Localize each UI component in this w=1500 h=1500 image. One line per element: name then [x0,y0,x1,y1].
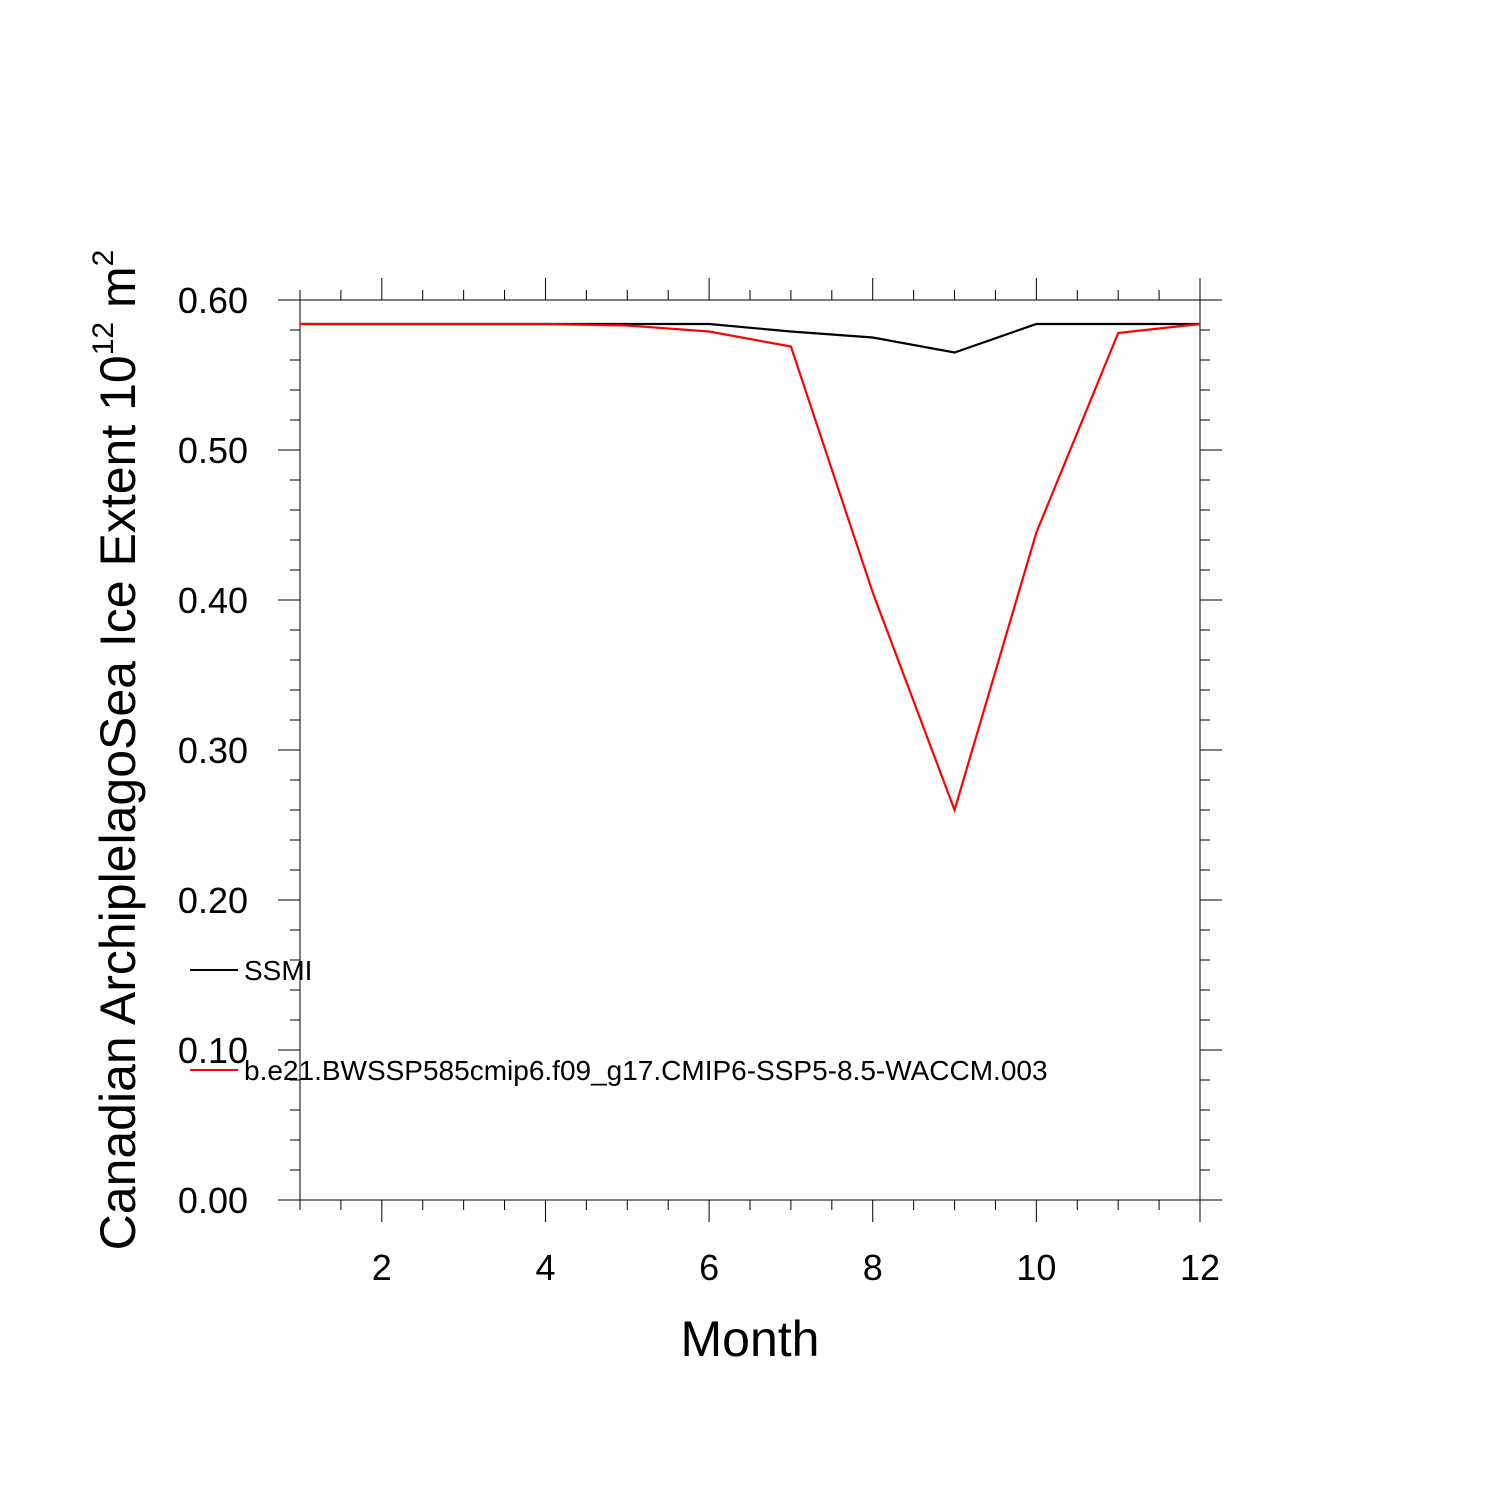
legend: SSMI b.e21.BWSSP585cmip6.f09_g17.CMIP6-SS… [190,955,1048,1086]
y-axis-label-main: Canadian ArchiplelagoSea Ice Extent 10 [90,355,146,1250]
y-tick-label: 0.00 [178,1180,248,1221]
x-tick-label: 12 [1180,1247,1220,1288]
y-axis-label-unit: m [90,266,146,322]
y-tick-label: 0.20 [178,880,248,921]
x-tick-label: 6 [699,1247,719,1288]
x-tick-label: 2 [372,1247,392,1288]
x-tick-label: 10 [1016,1247,1056,1288]
x-tick-label: 8 [863,1247,883,1288]
y-tick-label: 0.10 [178,1030,248,1071]
legend-label: b.e21.BWSSP585cmip6.f09_g17.CMIP6-SSP5-8… [244,1055,1048,1086]
y-axis-label: Canadian ArchiplelagoSea Ice Extent 1012… [87,250,146,1251]
y-axis-label-exponent-1: 12 [87,322,120,355]
y-tick-label: 0.30 [178,730,248,771]
x-axis-label: Month [681,1311,820,1367]
y-tick-label: 0.40 [178,580,248,621]
x-tick-label: 4 [535,1247,555,1288]
axis-ticks [278,278,1222,1222]
axis-tick-labels: 2 4 6 8 10 12 0.00 0.10 0.20 0.30 0.40 0.50 0.60 [178,280,1220,1288]
series-line-2 [300,322,1201,814]
y-tick-label: 0.50 [178,430,248,471]
y-tick-label: 0.60 [178,280,248,321]
series-lines [300,322,1201,814]
legend-label: SSMI [244,955,312,986]
y-axis-label-exponent-2: 2 [87,250,120,267]
